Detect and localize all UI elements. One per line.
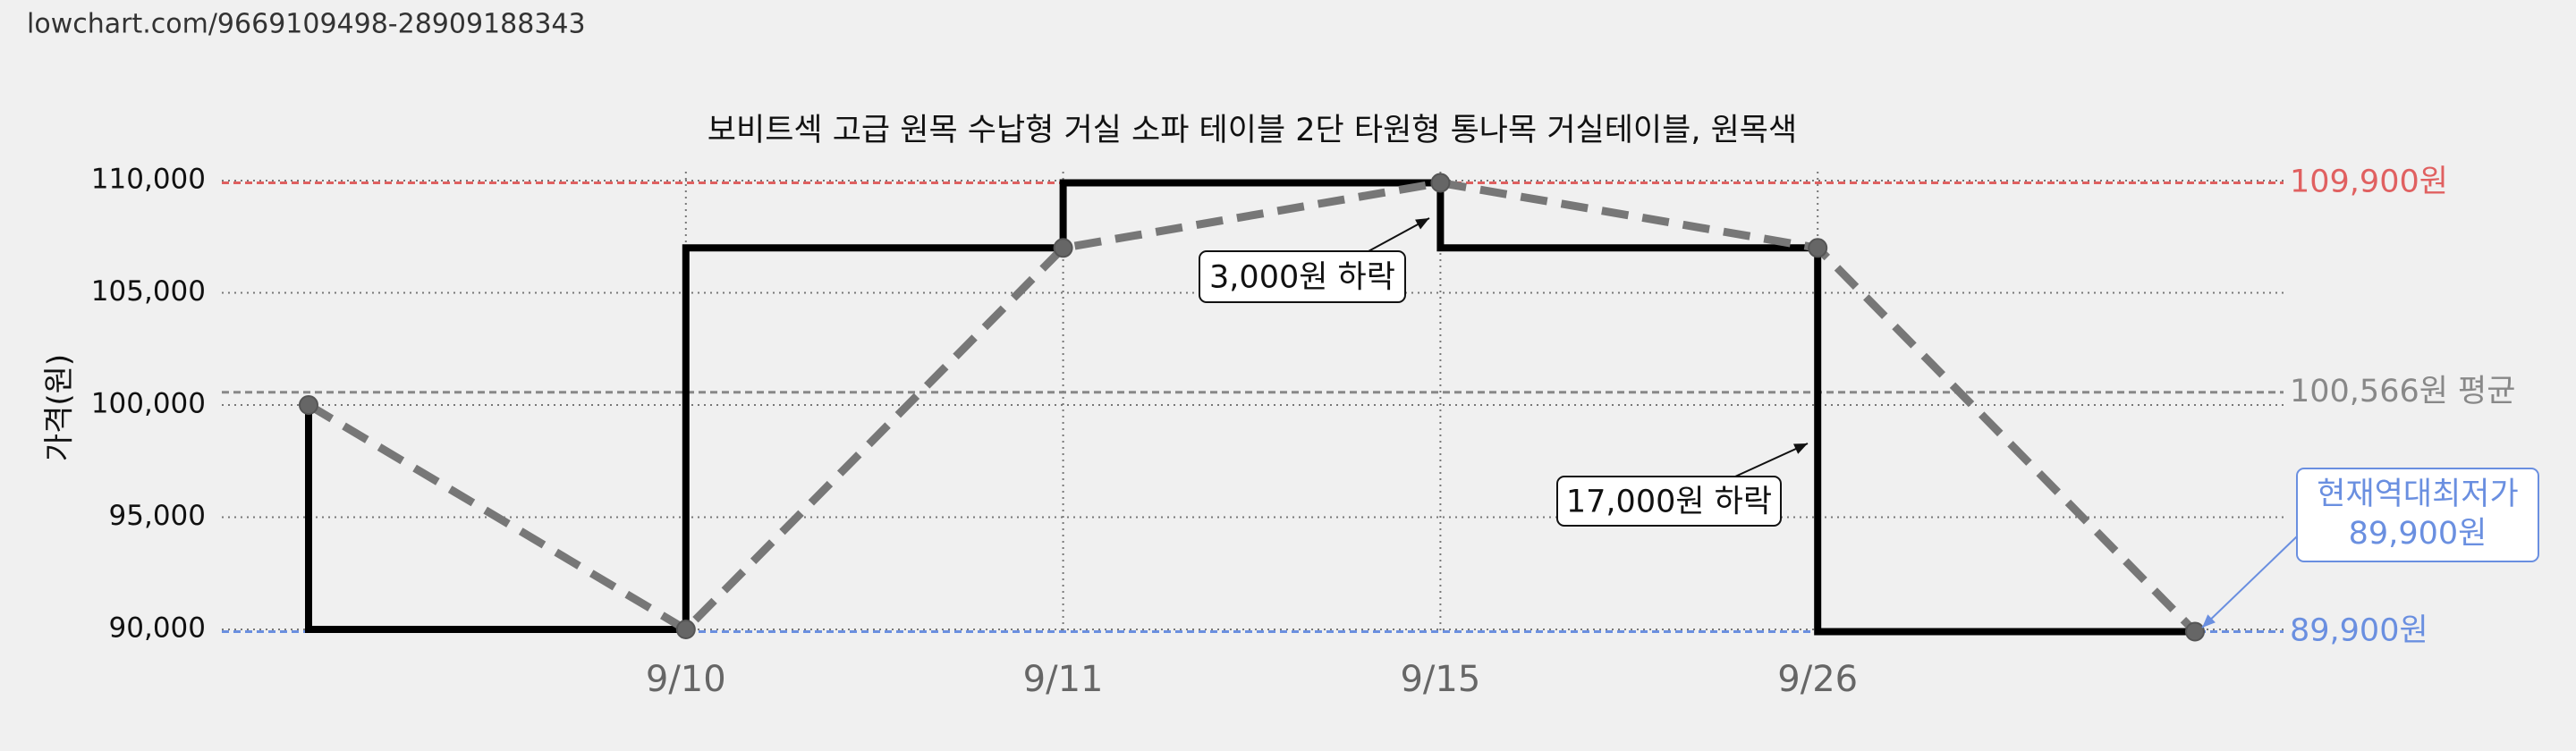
- y-tick-label: 110,000: [91, 164, 206, 196]
- annotation-text: 89,900원: [2349, 516, 2487, 552]
- point: [2185, 621, 2205, 642]
- point: [675, 620, 696, 639]
- chart-title: 보비트섹 고급 원목 수납형 거실 소파 테이블 2단 타원형 통나목 거실테이…: [708, 113, 1797, 148]
- y-tick-label: 95,000: [109, 500, 206, 532]
- annotation-text: 현재역대최저가: [2317, 477, 2518, 512]
- point: [1053, 238, 1073, 258]
- annotation-text: 17,000원 하락: [1566, 485, 1772, 520]
- arrow-head: [2202, 614, 2216, 628]
- annotation-box: [2296, 468, 2539, 562]
- y-tick-label: 105,000: [91, 275, 206, 308]
- y-tick-label: 90,000: [109, 612, 206, 645]
- reference-label: 89,900원: [2290, 613, 2428, 649]
- y-tick-label: 100,000: [91, 388, 206, 420]
- annotation-box: [1556, 476, 1782, 527]
- reference-label: 109,900원: [2290, 165, 2448, 200]
- annotation-text: 3,000원 하락: [1209, 260, 1395, 296]
- reference-label: 100,566원 평균: [2290, 374, 2515, 409]
- arrow-head: [1793, 443, 1808, 454]
- point: [1808, 238, 1828, 258]
- annotation-arrow: [1734, 443, 1809, 477]
- point: [299, 395, 318, 415]
- annotation-box: [1199, 250, 1406, 303]
- point: [1430, 173, 1451, 193]
- arrow-head: [1415, 218, 1429, 230]
- x-tick-label: 9/11: [1023, 659, 1104, 700]
- x-tick-label: 9/26: [1777, 659, 1858, 700]
- step-line: [305, 179, 2195, 636]
- annotation-arrow: [2201, 536, 2298, 629]
- url: lowchart.com/9669109498-28909188343: [27, 9, 586, 40]
- y-axis-label: 가격(원): [42, 354, 78, 461]
- x-tick-label: 9/10: [646, 659, 726, 700]
- x-tick-label: 9/15: [1400, 659, 1480, 700]
- trend-line: [306, 178, 2199, 635]
